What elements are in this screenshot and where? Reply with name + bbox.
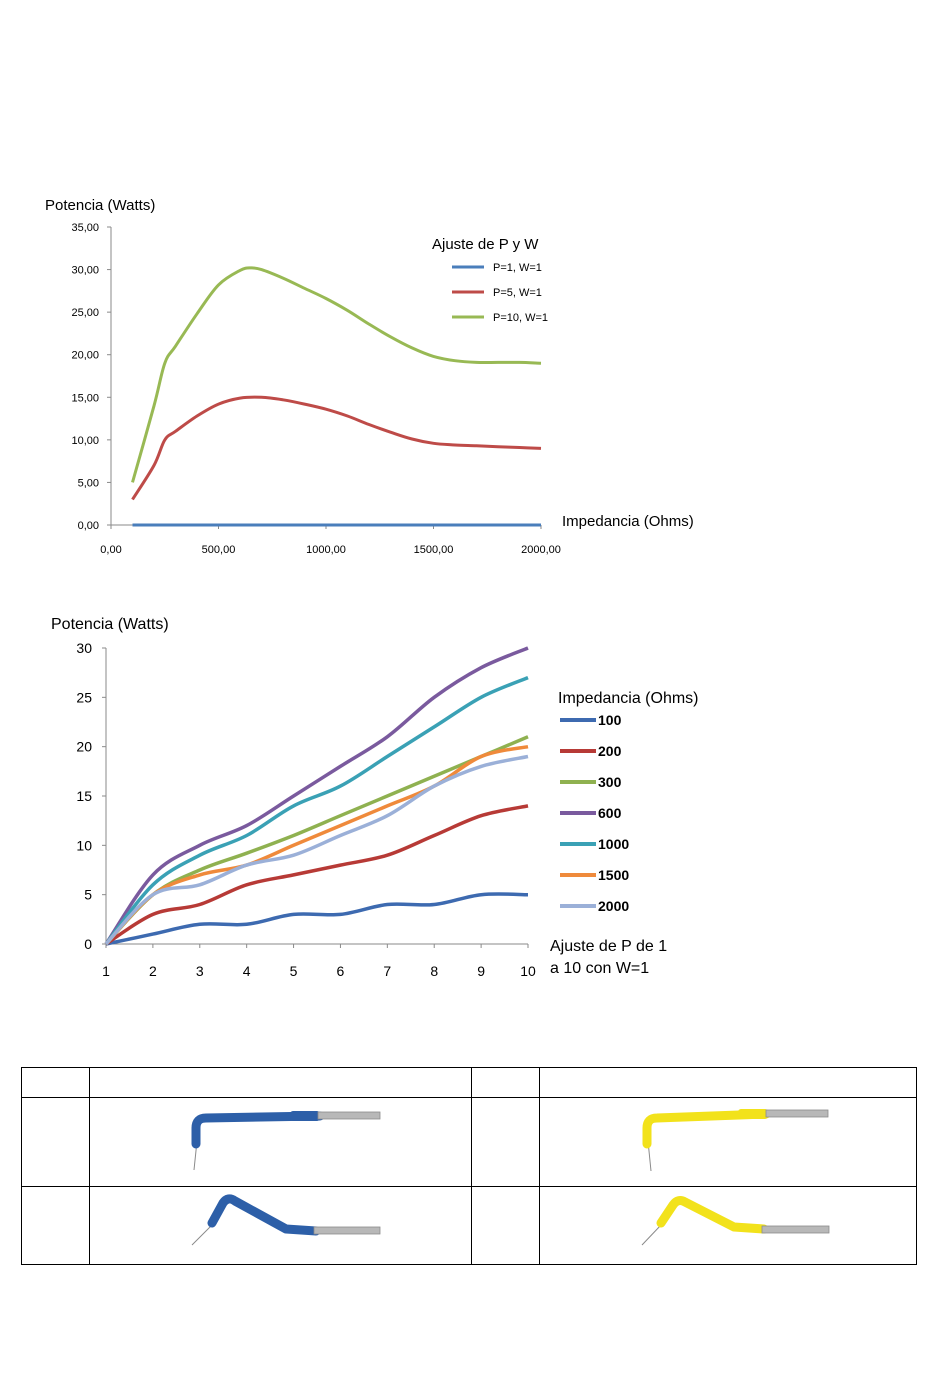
chart1-legend-title: Ajuste de P y W	[432, 236, 539, 253]
chart1-series-line-2	[131, 395, 542, 501]
table-cell	[89, 1097, 472, 1187]
yellow-bent-electrode-image	[642, 1109, 829, 1172]
chart1-legend-label: P=5, W=1	[493, 287, 542, 299]
chart2-x-tick-label: 8	[430, 963, 438, 979]
chart2-x-tick-label: 4	[243, 963, 251, 979]
chart2-legend-label: 2000	[598, 898, 629, 914]
chart2-legend: 100 200 300 600 1000 1500 2000	[560, 712, 629, 914]
electrode-shaft-shape	[313, 1226, 381, 1235]
chart1-y-tick-label: 0,00	[78, 520, 99, 532]
electrode-table	[21, 1067, 917, 1265]
chart1-y-tick-label: 30,00	[71, 265, 99, 277]
chart1-legend-label: P=1, W=1	[493, 262, 542, 274]
header-cell	[21, 1067, 90, 1098]
chart1-x-tick-label: 500,00	[202, 544, 236, 556]
chart1-x-axis-title: Impedancia (Ohms)	[562, 513, 694, 530]
chart2-series-line-100	[105, 892, 529, 946]
electrode-collar-shape	[290, 1111, 320, 1121]
chart2-x-tick-label: 5	[290, 963, 298, 979]
electrode-handle-shape	[642, 1109, 771, 1149]
header-cell	[471, 1067, 540, 1098]
electrode-shaft-shape	[761, 1225, 830, 1234]
chart2-x-tick-label: 10	[520, 963, 536, 979]
electrode-shaft-shape	[765, 1109, 829, 1118]
table-cell	[21, 1186, 90, 1265]
chart2-series-line-1000	[104, 675, 529, 946]
chart1-x-tick-label: 2000,00	[521, 544, 561, 556]
table-cell	[471, 1186, 540, 1265]
chart2-x-tick-label: 3	[196, 963, 204, 979]
chart2-y-axis-title: Potencia (Watts)	[51, 616, 169, 633]
chart2-legend-label: 1000	[598, 836, 629, 852]
power-vs-setting-chart: Potencia (Watts) 0 5 10 15 20 25 30 1 2 3 4 5 6 7 8 9 1…	[51, 616, 699, 979]
blue-bent-electrode-image	[191, 1111, 381, 1171]
chart2-legend-label: 200	[598, 743, 622, 759]
chart2-x-tick-label: 6	[337, 963, 345, 979]
yellow-angled-electrode-image	[641, 1196, 830, 1246]
table-cell	[471, 1097, 540, 1187]
chart2-y-tick-label: 25	[76, 689, 92, 705]
blue-angled-electrode-image	[191, 1194, 381, 1246]
chart2-y-tick-label: 10	[76, 837, 92, 853]
chart2-x-tick-label: 7	[383, 963, 391, 979]
chart2-y-tick-label: 15	[76, 788, 92, 804]
table-cell	[89, 1186, 472, 1265]
chart2-series-line-1500	[104, 744, 529, 946]
chart1-series-line-3	[131, 266, 542, 483]
table-cell	[539, 1097, 917, 1187]
chart2-series-line-2000	[104, 754, 529, 946]
electrode-handle-shape	[656, 1196, 769, 1234]
chart2-series-line-200	[105, 804, 529, 946]
chart1-legend-label: P=10, W=1	[493, 312, 548, 324]
header-cell	[539, 1067, 917, 1098]
header-cell	[89, 1067, 472, 1098]
chart2-legend-label: 300	[598, 774, 622, 790]
electrode-handle-shape	[207, 1194, 321, 1236]
chart1-y-tick-label: 35,00	[71, 222, 99, 234]
chart2-legend-title: Impedancia (Ohms)	[558, 690, 699, 707]
chart2-x-tick-label: 1	[102, 963, 110, 979]
chart1-x-tick-label: 1500,00	[414, 544, 454, 556]
chart1-y-axis-title: Potencia (Watts)	[45, 197, 155, 214]
chart1-y-tick-label: 20,00	[71, 350, 99, 362]
table-cell	[539, 1186, 917, 1265]
table-cell	[21, 1097, 90, 1187]
chart2-legend-label: 600	[598, 805, 622, 821]
electrode-shaft-shape	[317, 1111, 381, 1120]
chart1-y-tick-label: 15,00	[71, 392, 99, 404]
chart1-y-tick-label: 5,00	[78, 477, 99, 489]
chart2-legend-label: 100	[598, 712, 622, 728]
chart2-y-tick-label: 5	[84, 887, 92, 903]
power-vs-impedance-chart: Potencia (Watts) 0,00 5,00 10,00 15,00 20,00…	[45, 197, 694, 556]
chart1-y-tick-label: 25,00	[71, 307, 99, 319]
chart1-x-tick-label: 1000,00	[306, 544, 346, 556]
electrode-collar-shape	[738, 1109, 768, 1119]
electrode-handle-shape	[191, 1111, 325, 1149]
chart1-legend: P=1, W=1 P=5, W=1 P=10, W=1	[452, 262, 548, 324]
chart2-x-tick-label: 9	[477, 963, 485, 979]
chart1-y-tick-label: 10,00	[71, 435, 99, 447]
table-header-row	[21, 1067, 917, 1098]
chart1-x-tick-label: 0,00	[100, 544, 121, 556]
chart2-legend-label: 1500	[598, 867, 629, 883]
table-row	[21, 1186, 917, 1265]
table-row	[21, 1097, 917, 1187]
chart2-y-tick-label: 0	[84, 936, 92, 952]
chart2-x-tick-label: 2	[149, 963, 157, 979]
chart2-y-tick-label: 20	[76, 739, 92, 755]
chart2-series-line-600	[104, 646, 529, 945]
chart2-y-tick-label: 30	[76, 640, 92, 656]
